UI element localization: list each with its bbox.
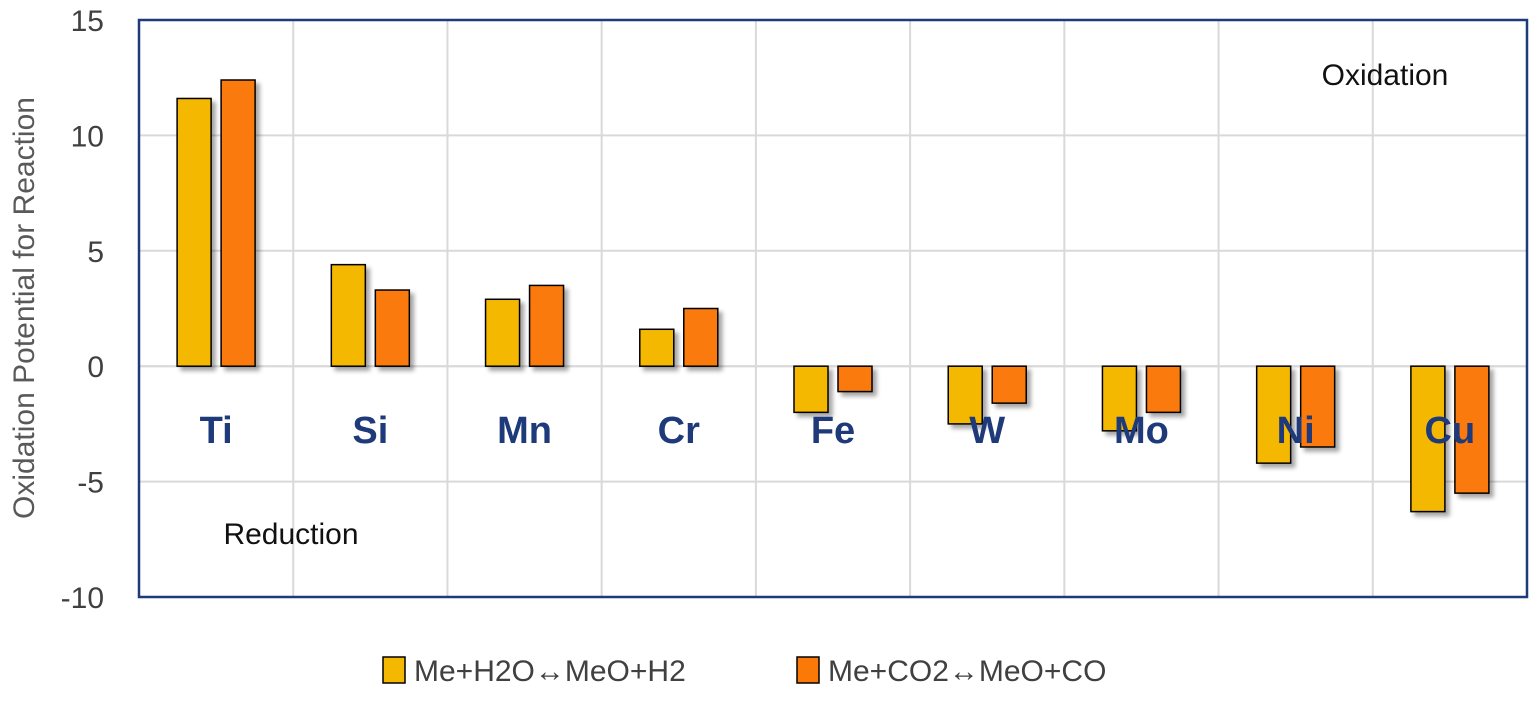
plot-area-frame bbox=[137, 18, 1529, 599]
legend: Me+H2O↔MeO+H2 Me+CO2↔MeO+CO bbox=[382, 655, 1106, 688]
legend-label-co2: Me+CO2↔MeO+CO bbox=[828, 655, 1106, 688]
bar-mo-series-2 bbox=[1145, 365, 1182, 414]
bar-mo-series-1 bbox=[1101, 365, 1138, 432]
y-tick-label-2: 5 bbox=[87, 236, 104, 269]
bar-cu-series-2 bbox=[1454, 365, 1490, 494]
bar-cr-series-2 bbox=[683, 307, 719, 367]
bar-si-series-1 bbox=[330, 263, 367, 367]
bar-ti-series-1 bbox=[176, 97, 212, 367]
category-label-ti: Ti bbox=[200, 410, 233, 452]
y-axis-ticks: 15 10 5 0 -5 -10 bbox=[61, 5, 104, 615]
y-tick-label-3: 0 bbox=[87, 351, 104, 384]
bar-cu-series-1 bbox=[1410, 365, 1446, 513]
bar-si-series-2 bbox=[374, 289, 411, 367]
y-tick-label-4: -5 bbox=[77, 467, 104, 500]
category-label-cu: Cu bbox=[1425, 410, 1476, 452]
bars bbox=[176, 79, 1490, 513]
legend-label-h2o: Me+H2O↔MeO+H2 bbox=[414, 655, 686, 688]
bar-cr-series-1 bbox=[639, 328, 675, 367]
bar-w-series-1 bbox=[947, 365, 983, 425]
annotation-reduction: Reduction bbox=[223, 518, 358, 551]
bar-fe-series-2 bbox=[837, 365, 873, 393]
category-label-mn: Mn bbox=[497, 410, 552, 452]
y-tick-label-5: -10 bbox=[61, 582, 104, 615]
legend-swatch-h2o bbox=[382, 656, 406, 684]
legend-swatch-co2 bbox=[796, 656, 820, 684]
bar-ni-series-1 bbox=[1255, 365, 1292, 464]
annotation-oxidation: Oxidation bbox=[1322, 59, 1449, 92]
y-tick-label-0: 15 bbox=[71, 5, 104, 38]
bar-fe-series-1 bbox=[793, 365, 829, 414]
category-label-fe: Fe bbox=[811, 410, 855, 452]
y-axis-title: Oxidation Potential for Reaction bbox=[8, 97, 41, 519]
bar-ni-series-2 bbox=[1299, 365, 1336, 448]
category-label-ni: Ni bbox=[1277, 410, 1315, 452]
y-tick-label-1: 10 bbox=[71, 120, 104, 153]
bar-w-series-2 bbox=[991, 365, 1027, 404]
bar-mn-series-1 bbox=[484, 298, 521, 367]
category-label-cr: Cr bbox=[658, 410, 700, 452]
category-label-mo: Mo bbox=[1114, 410, 1169, 452]
bar-ti-series-2 bbox=[220, 79, 256, 367]
category-label-si: Si bbox=[352, 410, 388, 452]
category-labels: Ti Si Mn Cr Fe W Mo Ni Cu bbox=[200, 410, 1476, 452]
bar-mn-series-2 bbox=[528, 284, 565, 367]
category-label-w: W bbox=[969, 410, 1005, 452]
